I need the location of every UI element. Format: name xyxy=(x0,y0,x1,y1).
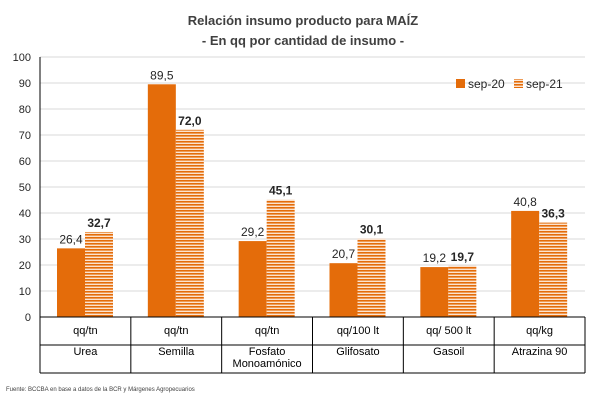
y-tick-label: 100 xyxy=(13,52,31,64)
unit-label: qq/tn xyxy=(255,325,279,337)
legend-swatch-sep-20 xyxy=(456,79,465,88)
bar-sep-21 xyxy=(357,238,386,317)
category-label: Monoamónico xyxy=(233,358,302,370)
bars xyxy=(57,84,568,317)
bar-sep-20 xyxy=(511,210,540,317)
y-tick-label: 10 xyxy=(19,286,31,298)
data-label: 72,0 xyxy=(178,114,202,128)
unit-label: qq/tn xyxy=(73,325,97,337)
bar-sep-21 xyxy=(448,265,477,317)
chart-subtitle: - En qq por cantidad de insumo - xyxy=(202,33,404,48)
data-label: 20,7 xyxy=(332,247,356,261)
y-tick-label: 30 xyxy=(19,234,31,246)
unit-label: qq/kg xyxy=(526,325,553,337)
bar-sep-21 xyxy=(175,129,204,317)
legend-label: sep-20 xyxy=(468,77,505,91)
bar-sep-20 xyxy=(57,248,85,317)
legend: sep-20 sep-21 xyxy=(456,77,563,91)
legend-label: sep-21 xyxy=(526,77,563,91)
category-label: Fosfato xyxy=(249,346,286,358)
y-tick-label: 40 xyxy=(19,208,31,220)
category-label: Semilla xyxy=(158,346,195,358)
unit-label: qq/tn xyxy=(164,325,188,337)
bar-sep-20 xyxy=(329,263,358,317)
bar-sep-20 xyxy=(147,84,176,317)
legend-swatch-sep-21 xyxy=(514,79,523,88)
bar-sep-21 xyxy=(266,199,295,317)
bar-sep-20 xyxy=(238,241,267,317)
data-label: 26,4 xyxy=(59,232,83,246)
bar-sep-20 xyxy=(420,267,449,317)
y-tick-label: 20 xyxy=(19,260,31,272)
data-label: 29,2 xyxy=(241,225,265,239)
gridlines xyxy=(40,56,585,318)
data-labels: 26,4 89,5 29,2 20,7 19,2 40,8 32,7 72,0 45,1 30,1… xyxy=(59,68,565,265)
unit-label: qq/100 lt xyxy=(337,325,379,337)
y-tick-label: 50 xyxy=(19,182,31,194)
y-axis: 0 10 20 30 40 50 60 70 80 90 100 xyxy=(13,52,41,345)
y-tick-label: 70 xyxy=(19,130,31,142)
data-label: 19,2 xyxy=(423,251,447,265)
bar-sep-21 xyxy=(85,231,113,317)
y-tick-label: 80 xyxy=(19,104,31,116)
data-label: 89,5 xyxy=(150,68,174,82)
category-label: Glifosato xyxy=(336,346,379,358)
data-label: 45,1 xyxy=(269,184,293,198)
y-tick-label: 0 xyxy=(25,312,31,324)
chart-title: Relación insumo producto para MAÍZ xyxy=(188,13,418,28)
y-tick-label: 60 xyxy=(19,156,31,168)
category-label: Atrazina 90 xyxy=(512,346,568,358)
y-tick-label: 90 xyxy=(19,78,31,90)
unit-label: qq/ 500 lt xyxy=(426,325,471,337)
category-label: Gasoil xyxy=(433,346,464,358)
data-label: 30,1 xyxy=(360,223,384,237)
source-footnote: Fuente: BCCBA en base a datos de la BCR … xyxy=(6,387,195,393)
category-label: Urea xyxy=(73,346,98,358)
data-label: 19,7 xyxy=(451,250,475,264)
data-label: 32,7 xyxy=(87,216,111,230)
data-label: 36,3 xyxy=(541,207,565,221)
bar-sep-21 xyxy=(539,222,568,317)
data-label: 40,8 xyxy=(513,195,537,209)
x-axis: qq/tn Urea qq/tn Semilla qq/tn FosfatoMonoamó… xyxy=(39,316,586,374)
